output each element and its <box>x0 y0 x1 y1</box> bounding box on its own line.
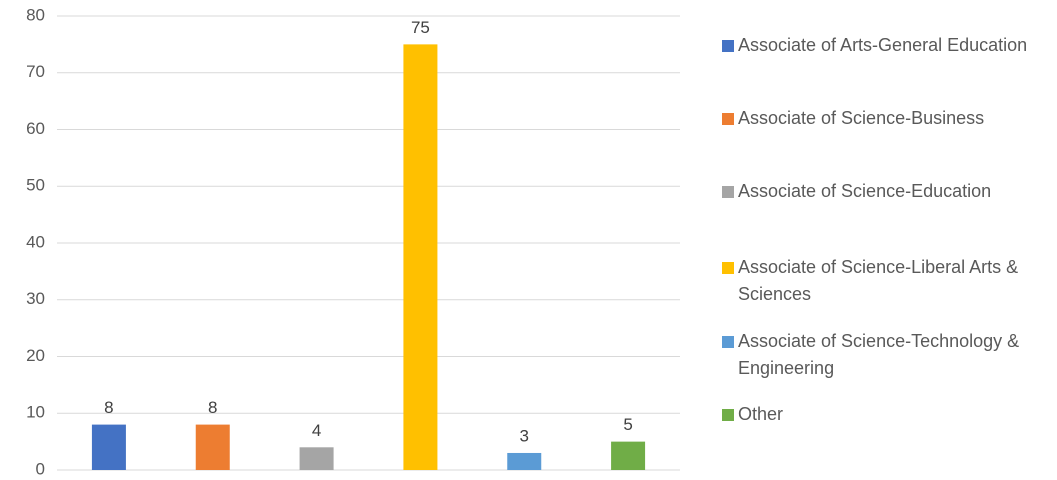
legend-item: Associate of Science-Technology & Engine… <box>720 328 1050 382</box>
legend-swatch <box>722 336 734 348</box>
data-label: 8 <box>208 398 217 417</box>
legend-swatch <box>722 409 734 421</box>
legend-label: Associate of Science-Technology & Engine… <box>738 331 1020 378</box>
data-label: 4 <box>312 421 321 440</box>
legend-label: Other <box>738 404 784 424</box>
legend-label: Associate of Science-Education <box>738 181 992 201</box>
legend-item: Associate of Science-Education <box>720 178 1050 205</box>
data-label: 3 <box>520 426 529 445</box>
y-tick-label: 0 <box>36 459 45 478</box>
legend-swatch <box>722 113 734 125</box>
legend-swatch <box>722 262 734 274</box>
y-tick-label: 40 <box>26 232 45 251</box>
legend-label: Associate of Science-Business <box>738 108 985 128</box>
legend-label: Associate of Science-Liberal Arts & Scie… <box>738 257 1019 304</box>
y-tick-label: 20 <box>26 346 45 365</box>
bar <box>611 441 646 470</box>
data-label: 8 <box>104 398 113 417</box>
legend-swatch <box>722 186 734 198</box>
legend-item: Associate of Arts-General Education <box>720 32 1050 59</box>
bar <box>91 424 126 470</box>
bar <box>195 424 230 470</box>
data-label: 5 <box>623 415 632 434</box>
legend-swatch <box>722 40 734 52</box>
data-label: 75 <box>411 18 430 37</box>
y-tick-label: 50 <box>26 176 45 195</box>
y-tick-label: 70 <box>26 62 45 81</box>
legend-item: Other <box>720 401 1050 428</box>
legend-label: Associate of Arts-General Education <box>738 35 1028 55</box>
bar <box>507 452 542 470</box>
bar <box>299 447 334 470</box>
y-tick-label: 60 <box>26 119 45 138</box>
y-tick-label: 80 <box>26 5 45 24</box>
y-tick-label: 10 <box>26 403 45 422</box>
y-tick-label: 30 <box>26 289 45 308</box>
bar <box>403 44 438 470</box>
legend-item: Associate of Science-Liberal Arts & Scie… <box>720 254 1050 308</box>
legend-item: Associate of Science-Business <box>720 105 1050 132</box>
plot: 0 10 20 30 40 50 60 70 80 8 8 4 75 3 5 <box>26 5 680 478</box>
